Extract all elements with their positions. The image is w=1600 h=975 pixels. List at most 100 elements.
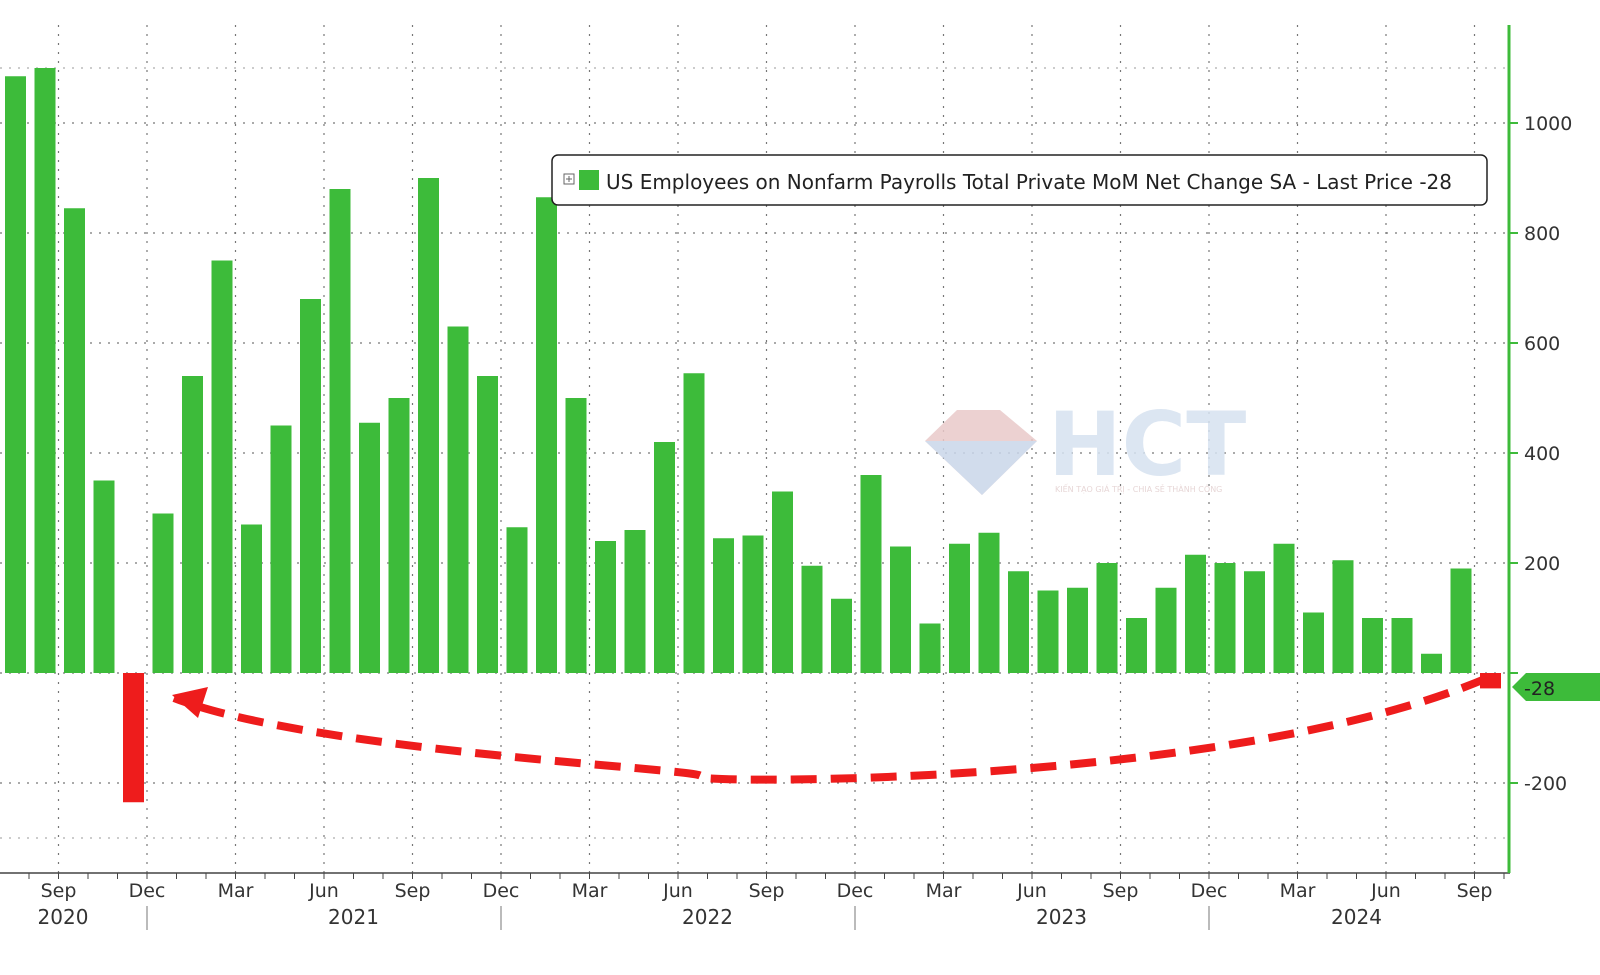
bar-2022-02 xyxy=(536,197,557,673)
bar-2022-03 xyxy=(565,398,587,673)
watermark-logo-lower-icon xyxy=(925,441,1037,495)
y-axis: -200 200 400 600 800 1000 xyxy=(1507,25,1572,873)
bar-2024-04 xyxy=(1303,612,1324,673)
y-tick-label: -200 xyxy=(1524,773,1567,795)
x-tick-label: Jun xyxy=(1016,880,1047,902)
bar-2021-12 xyxy=(477,376,498,673)
bar-2024-09 xyxy=(1450,568,1472,673)
gridlines xyxy=(0,25,1505,873)
bar-highlight-2020-12 xyxy=(123,673,144,803)
bar-2021-08 xyxy=(359,422,380,673)
bar-2024-05 xyxy=(1332,560,1354,673)
bar-2023-06 xyxy=(1008,571,1029,673)
last-value-label: -28 xyxy=(1524,678,1555,700)
bar-2024-01 xyxy=(1214,563,1236,673)
annotation-dashed-curve xyxy=(172,674,1488,784)
y-tick-label: 800 xyxy=(1524,223,1560,245)
x-tick-label: Sep xyxy=(1103,880,1139,902)
bar-2020-08 xyxy=(5,76,26,673)
bar-2022-09 xyxy=(742,535,764,673)
last-value-tag xyxy=(1512,673,1600,701)
year-label: 2022 xyxy=(682,905,733,929)
bar-2022-11 xyxy=(801,565,823,673)
bar-2022-10 xyxy=(772,491,793,673)
last-value-marker: -28 xyxy=(1512,673,1600,701)
legend: US Employees on Nonfarm Payrolls Total P… xyxy=(551,154,1488,206)
y-tick-label: 400 xyxy=(1524,443,1560,465)
bar-2022-05 xyxy=(624,530,646,673)
bar-2023-09 xyxy=(1096,563,1118,673)
bar-2022-01 xyxy=(506,527,528,673)
bar-2024-07 xyxy=(1391,618,1413,673)
bar-2021-06 xyxy=(300,299,321,673)
bar-2023-01 xyxy=(860,475,882,673)
x-axis-ticks xyxy=(28,873,1505,879)
bar-2022-04 xyxy=(595,541,616,673)
bar-2023-07 xyxy=(1037,590,1059,673)
x-tick-label: Jun xyxy=(308,880,339,902)
bar-2021-10 xyxy=(418,178,439,673)
bar-2021-03 xyxy=(211,260,233,673)
x-tick-label: Sep xyxy=(395,880,431,902)
year-label: 2024 xyxy=(1331,905,1382,929)
x-tick-label: Jun xyxy=(1370,880,1401,902)
bar-2024-02 xyxy=(1244,571,1265,673)
bar-2022-08 xyxy=(713,538,734,673)
x-tick-label: Mar xyxy=(1280,880,1316,902)
watermark-logo-text: HCT xyxy=(1048,393,1246,496)
bar-2021-02 xyxy=(182,376,203,673)
x-tick-label: Sep xyxy=(41,880,77,902)
x-axis-year-labels: 2020 2021 2022 2023 2024 xyxy=(38,905,1382,930)
bar-2023-10 xyxy=(1126,618,1147,673)
bar-2021-05 xyxy=(270,425,292,673)
bar-2023-12 xyxy=(1185,554,1206,673)
bar-2021-04 xyxy=(241,524,262,673)
legend-swatch xyxy=(579,170,599,190)
y-tick-label: 200 xyxy=(1524,553,1560,575)
y-tick-label: 1000 xyxy=(1524,113,1572,135)
bar-2023-03 xyxy=(919,623,941,673)
year-label: 2021 xyxy=(328,905,379,929)
legend-label: US Employees on Nonfarm Payrolls Total P… xyxy=(606,170,1452,194)
legend-box xyxy=(551,154,1488,206)
x-axis: Sep Dec Mar Jun Sep Dec Mar Jun Sep Dec Mar Jun Sep D… xyxy=(0,872,1510,930)
bar-2022-07 xyxy=(683,373,705,673)
legend-expand-icon[interactable] xyxy=(563,173,575,185)
year-label: 2020 xyxy=(38,905,89,929)
watermark-tagline: KIẾN TẠO GIÁ TRỊ - CHIA SẺ THÀNH CÔNG xyxy=(1055,483,1222,495)
bar-2022-12 xyxy=(831,598,852,673)
x-tick-label: Mar xyxy=(218,880,254,902)
bar-2020-09 xyxy=(34,68,56,673)
bar-2023-08 xyxy=(1067,587,1088,673)
x-axis-month-labels: Sep Dec Mar Jun Sep Dec Mar Jun Sep Dec Mar Jun Sep D… xyxy=(41,880,1493,902)
x-tick-label: Dec xyxy=(1191,880,1228,902)
x-tick-label: Sep xyxy=(1457,880,1493,902)
bar-2022-06 xyxy=(654,442,675,673)
bar-2024-06 xyxy=(1362,618,1383,673)
year-label: 2023 xyxy=(1036,905,1087,929)
y-tick-label: 600 xyxy=(1524,333,1560,355)
bar-2023-11 xyxy=(1155,587,1177,673)
bar-2021-11 xyxy=(447,326,469,673)
bar-2021-09 xyxy=(388,398,410,673)
x-tick-label: Jun xyxy=(662,880,693,902)
bar-2024-03 xyxy=(1273,543,1295,673)
watermark: HCT KIẾN TẠO GIÁ TRỊ - CHIA SẺ THÀNH CÔN… xyxy=(925,393,1246,496)
x-tick-label: Mar xyxy=(926,880,962,902)
bar-2020-10 xyxy=(64,208,85,673)
annotation-arrowhead-icon xyxy=(172,687,208,718)
y-axis-tick-labels: -200 200 400 600 800 1000 xyxy=(1509,113,1572,795)
bars xyxy=(5,68,1501,803)
x-tick-label: Sep xyxy=(749,880,785,902)
x-tick-label: Mar xyxy=(572,880,608,902)
bar-2021-07 xyxy=(329,189,351,673)
x-tick-label: Dec xyxy=(837,880,874,902)
bar-2024-08 xyxy=(1421,653,1442,673)
bar-2021-01 xyxy=(152,513,174,673)
bar-2023-05 xyxy=(978,532,1000,673)
bar-2020-11 xyxy=(93,480,115,673)
x-tick-label: Dec xyxy=(483,880,520,902)
bar-2023-02 xyxy=(890,546,911,673)
